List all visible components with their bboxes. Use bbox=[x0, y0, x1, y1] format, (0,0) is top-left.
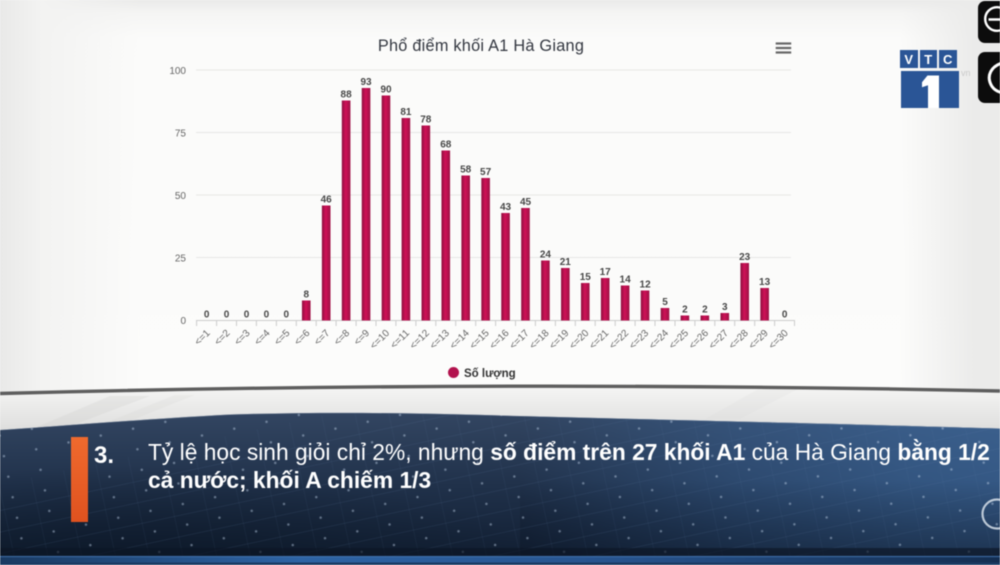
svg-text:<=8: <=8 bbox=[332, 328, 352, 348]
svg-text:24: 24 bbox=[540, 250, 552, 261]
svg-text:<=11: <=11 bbox=[389, 328, 413, 352]
svg-text:<=4: <=4 bbox=[253, 328, 273, 348]
svg-text:45: 45 bbox=[520, 197, 532, 208]
svg-text:93: 93 bbox=[360, 77, 372, 88]
svg-text:23: 23 bbox=[739, 252, 751, 263]
svg-text:<=23: <=23 bbox=[627, 328, 651, 352]
svg-text:<=15: <=15 bbox=[468, 328, 492, 352]
svg-text:2: 2 bbox=[702, 305, 708, 316]
svg-text:21: 21 bbox=[560, 257, 572, 268]
svg-text:0: 0 bbox=[180, 316, 186, 327]
svg-text:58: 58 bbox=[460, 165, 472, 176]
svg-text:50: 50 bbox=[175, 191, 187, 202]
svg-text:<=27: <=27 bbox=[707, 328, 731, 352]
svg-text:17: 17 bbox=[600, 267, 612, 278]
svg-text:<=7: <=7 bbox=[312, 328, 332, 348]
svg-text:<=12: <=12 bbox=[408, 328, 432, 352]
svg-text:25: 25 bbox=[175, 254, 187, 265]
svg-text:0: 0 bbox=[264, 310, 270, 321]
svg-text:<=10: <=10 bbox=[368, 328, 392, 352]
svg-text:15: 15 bbox=[580, 272, 592, 283]
svg-text:0: 0 bbox=[204, 310, 210, 321]
svg-text:<=20: <=20 bbox=[568, 328, 592, 352]
svg-text:90: 90 bbox=[380, 85, 392, 96]
svg-text:<=16: <=16 bbox=[488, 328, 512, 352]
svg-text:<=18: <=18 bbox=[528, 328, 552, 352]
svg-text:3: 3 bbox=[722, 302, 728, 313]
svg-text:<=24: <=24 bbox=[647, 328, 671, 352]
svg-text:0: 0 bbox=[224, 310, 230, 321]
svg-text:75: 75 bbox=[175, 129, 187, 140]
svg-text:<=26: <=26 bbox=[687, 328, 711, 352]
svg-text:<=28: <=28 bbox=[727, 328, 751, 352]
svg-text:<=21: <=21 bbox=[587, 328, 611, 352]
svg-text:81: 81 bbox=[400, 107, 412, 118]
svg-text:<=6: <=6 bbox=[292, 328, 312, 348]
svg-text:<=5: <=5 bbox=[272, 328, 292, 348]
svg-text:78: 78 bbox=[420, 115, 432, 126]
svg-text:<=3: <=3 bbox=[233, 328, 253, 348]
svg-text:13: 13 bbox=[759, 277, 771, 288]
svg-text:<=19: <=19 bbox=[548, 328, 572, 352]
svg-text:<=1: <=1 bbox=[193, 328, 213, 348]
svg-text:57: 57 bbox=[480, 167, 492, 178]
svg-text:43: 43 bbox=[500, 202, 512, 213]
svg-text:<=22: <=22 bbox=[607, 328, 631, 352]
svg-text:100: 100 bbox=[169, 66, 186, 77]
svg-text:12: 12 bbox=[640, 280, 652, 291]
svg-text:88: 88 bbox=[341, 90, 353, 101]
svg-text:<=29: <=29 bbox=[747, 328, 771, 352]
svg-text:<=14: <=14 bbox=[448, 328, 472, 352]
svg-text:8: 8 bbox=[304, 290, 310, 301]
svg-text:0: 0 bbox=[284, 310, 290, 321]
svg-text:<=25: <=25 bbox=[667, 328, 691, 352]
svg-text:2: 2 bbox=[682, 305, 688, 316]
svg-text:<=13: <=13 bbox=[428, 328, 452, 352]
svg-text:46: 46 bbox=[321, 195, 333, 206]
svg-text:<=2: <=2 bbox=[213, 328, 233, 348]
svg-text:0: 0 bbox=[782, 310, 788, 321]
svg-text:Phổ điểm khối A1 Hà Giang: Phổ điểm khối A1 Hà Giang bbox=[378, 37, 584, 55]
svg-text:68: 68 bbox=[440, 140, 452, 151]
svg-text:<=17: <=17 bbox=[508, 328, 532, 352]
svg-text:14: 14 bbox=[620, 275, 632, 286]
svg-text:Số lượng: Số lượng bbox=[464, 368, 516, 380]
svg-text:5: 5 bbox=[662, 297, 668, 308]
svg-text:0: 0 bbox=[244, 310, 250, 321]
svg-text:<=30: <=30 bbox=[767, 328, 791, 352]
